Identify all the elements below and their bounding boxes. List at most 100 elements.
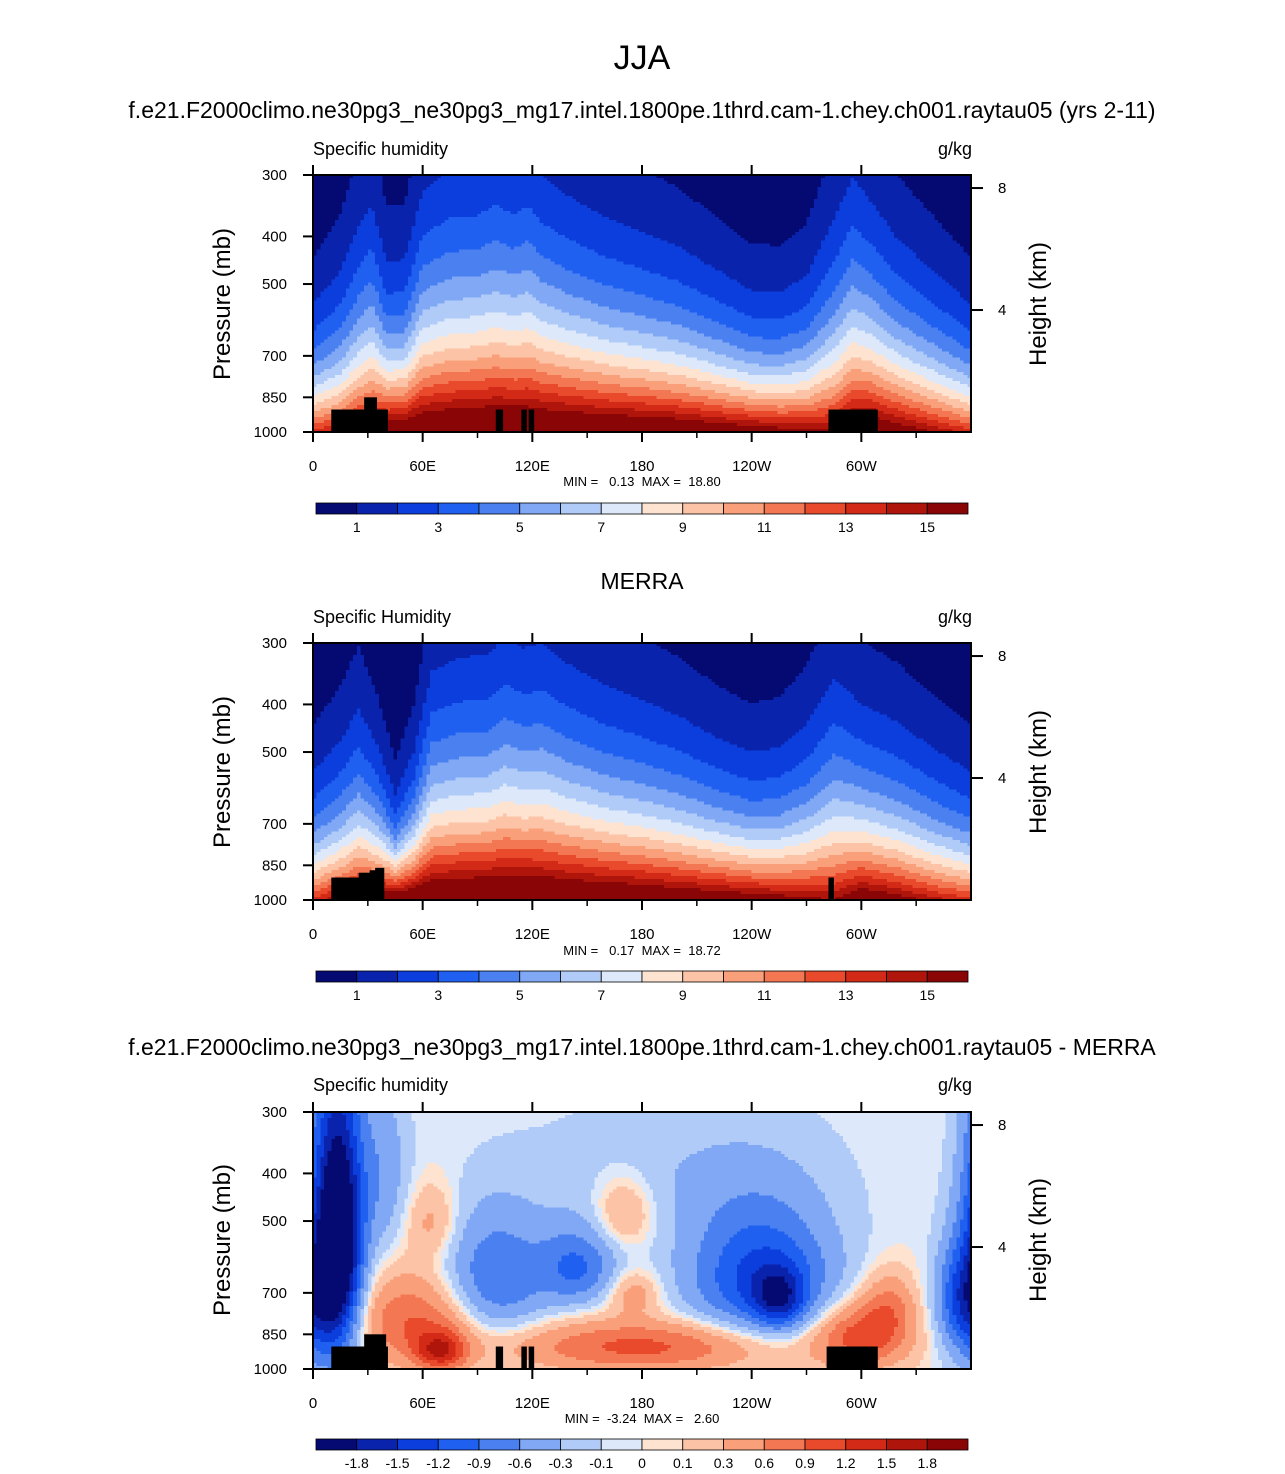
field-cell	[652, 1237, 676, 1242]
field-cell	[923, 1294, 928, 1298]
field-cell	[737, 1195, 775, 1200]
field-cell	[356, 711, 362, 716]
field-cell	[674, 183, 822, 188]
field-cell	[718, 216, 808, 221]
field-cell	[331, 1144, 347, 1149]
field-cell	[415, 1135, 493, 1140]
field-cell	[689, 1153, 786, 1158]
field-cell	[806, 273, 826, 278]
field-cell	[956, 1123, 968, 1128]
field-cell	[349, 831, 373, 835]
field-cell	[378, 1195, 398, 1200]
field-cell	[817, 249, 840, 254]
field-cell	[963, 297, 972, 302]
field-cell	[444, 360, 541, 364]
field-cell	[408, 1183, 416, 1188]
field-cell	[433, 1255, 442, 1260]
field-cell	[521, 342, 533, 346]
field-cell	[331, 1138, 343, 1143]
field-cell	[802, 1282, 811, 1286]
field-cell	[408, 786, 416, 791]
field-cell	[437, 1249, 442, 1254]
field-cell	[901, 276, 943, 281]
field-cell	[528, 387, 577, 391]
field-cell	[806, 720, 899, 725]
field-cell	[528, 816, 544, 820]
field-cell	[437, 1186, 453, 1191]
field-cell	[356, 297, 380, 302]
field-cell	[360, 1279, 365, 1283]
field-cell	[883, 1276, 899, 1280]
field-cell	[360, 1162, 365, 1167]
field-cell	[331, 1112, 343, 1116]
field-cell	[313, 189, 347, 194]
field-cell	[316, 1198, 321, 1203]
field-cell	[393, 843, 398, 847]
field-cell	[894, 414, 917, 418]
field-cell	[389, 837, 395, 841]
field-cell	[353, 840, 369, 844]
field-cell	[967, 843, 972, 847]
field-cell	[883, 846, 917, 850]
field-cell	[919, 198, 972, 203]
field-cell	[941, 1237, 950, 1242]
field-cell	[682, 189, 819, 194]
field-cell	[963, 1261, 968, 1266]
field-cell	[313, 828, 318, 832]
field-cell	[806, 756, 833, 761]
field-cell	[711, 1216, 800, 1221]
field-cell	[938, 1252, 947, 1257]
field-cell	[546, 408, 636, 412]
field-cell	[313, 651, 358, 656]
field-cell	[861, 1276, 870, 1280]
field-cell	[883, 309, 910, 314]
field-cell	[444, 780, 570, 785]
field-cell	[356, 1258, 362, 1263]
field-cell	[546, 177, 665, 182]
field-cell	[404, 1201, 413, 1206]
field-cell	[828, 759, 851, 764]
field-cell	[360, 1231, 365, 1236]
field-cell	[415, 1150, 475, 1155]
field-cell	[426, 693, 493, 698]
field-cell	[364, 660, 424, 665]
field-cell	[345, 669, 369, 674]
colorbar-swatch	[397, 502, 439, 515]
field-cell	[960, 357, 972, 361]
field-cell	[313, 789, 321, 794]
field-cell	[353, 714, 362, 719]
field-cell	[791, 1237, 815, 1242]
field-cell	[514, 801, 588, 805]
field-cell	[503, 837, 511, 841]
field-cell	[850, 261, 859, 266]
field-cell	[353, 1267, 358, 1271]
panel-merra-land-mask	[828, 877, 834, 900]
field-cell	[843, 1291, 851, 1295]
field-cell	[715, 363, 760, 367]
field-cell	[360, 1210, 369, 1215]
field-cell	[945, 1213, 957, 1218]
field-cell	[674, 1228, 709, 1233]
field-cell	[367, 858, 384, 862]
field-cell	[890, 381, 914, 385]
field-cell	[923, 204, 972, 209]
field-cell	[952, 1285, 961, 1289]
field-cell	[784, 405, 830, 409]
field-cell	[722, 1246, 764, 1251]
colorbar-label: 3	[434, 987, 442, 1003]
field-cell	[313, 1270, 354, 1274]
field-cell	[521, 645, 526, 650]
field-cell	[382, 804, 391, 808]
field-cell	[967, 1112, 972, 1116]
field-cell	[813, 294, 833, 299]
field-cell	[634, 759, 702, 764]
field-cell	[404, 876, 416, 880]
field-cell	[415, 1141, 482, 1146]
field-cell	[813, 795, 888, 799]
field-cell	[514, 720, 599, 725]
field-cell	[411, 828, 416, 832]
field-cell	[459, 1276, 475, 1280]
field-cell	[963, 1195, 972, 1200]
field-cell	[751, 1288, 764, 1292]
field-cell	[393, 1276, 424, 1280]
